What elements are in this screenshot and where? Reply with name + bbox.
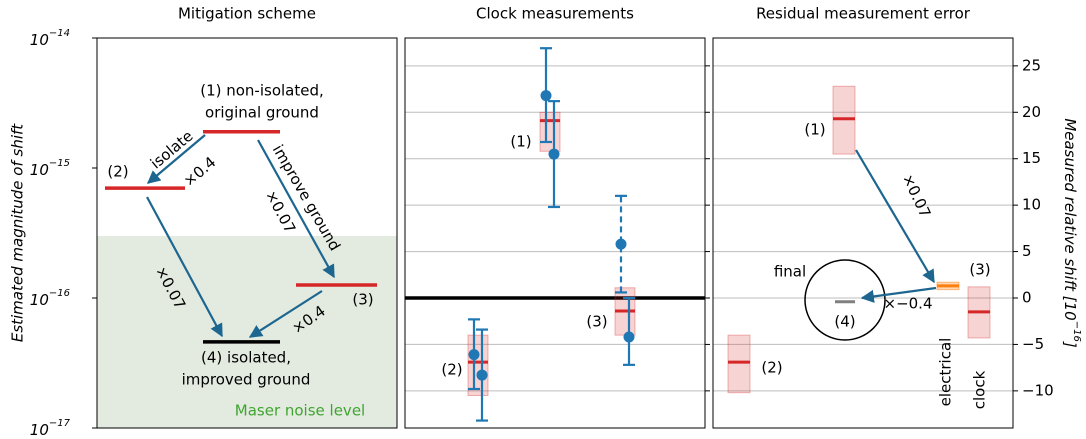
arrow bbox=[146, 196, 223, 338]
panel-frame bbox=[96, 37, 398, 429]
y-tick-label: 10 bbox=[1022, 196, 1041, 214]
final-circle bbox=[804, 259, 886, 341]
arrow bbox=[257, 139, 335, 279]
band bbox=[539, 111, 561, 152]
label-part: Measured relative shift [10 bbox=[1062, 118, 1080, 320]
band bbox=[727, 334, 751, 394]
group-label: (1) bbox=[510, 133, 531, 151]
point bbox=[623, 331, 635, 343]
item-label: (4) bbox=[834, 313, 855, 331]
tick-exponent: −17 bbox=[49, 418, 71, 429]
maser-shade bbox=[97, 235, 397, 428]
annotation: clock bbox=[971, 370, 989, 409]
point bbox=[540, 90, 552, 102]
level-label: (4) isolated, bbox=[201, 349, 291, 367]
y-tick-label: 10−17 bbox=[30, 418, 71, 439]
band bbox=[467, 334, 489, 396]
group-label: (3) bbox=[586, 313, 607, 331]
tick-base: 10 bbox=[30, 421, 49, 439]
annotation: electrical bbox=[937, 338, 955, 407]
y-tick-label: 25 bbox=[1022, 56, 1041, 74]
tick-base: 10 bbox=[30, 161, 49, 179]
y-tick-label: −10 bbox=[1022, 381, 1054, 399]
point bbox=[615, 238, 627, 250]
item-label: (1) bbox=[804, 121, 825, 139]
y-tick-label: 10−15 bbox=[30, 158, 70, 179]
y-tick-label: 10−16 bbox=[30, 288, 70, 309]
label-exponent: −16 bbox=[1071, 321, 1082, 342]
panel-title: Residual measurement error bbox=[756, 5, 971, 23]
y-tick-label: 20 bbox=[1022, 103, 1041, 121]
panel-title: Clock measurements bbox=[476, 5, 634, 23]
shade-label: Maser noise level bbox=[235, 402, 365, 420]
level-label: (2) bbox=[107, 163, 128, 181]
point bbox=[548, 148, 560, 160]
panel-frame bbox=[712, 37, 1014, 429]
y-axis-label: Measured relative shift [10−16] bbox=[1062, 118, 1083, 348]
arrow bbox=[146, 134, 206, 184]
group-label: (2) bbox=[441, 361, 462, 379]
y-tick-label: 5 bbox=[1022, 242, 1032, 260]
plot-layer: Maser noise level Mitigation scheme Estima… bbox=[9, 5, 1083, 439]
tick-exponent: −15 bbox=[49, 158, 70, 169]
arrow bbox=[860, 286, 937, 303]
y-tick-label: 10−14 bbox=[30, 28, 70, 49]
annotation: ×−0.4 bbox=[884, 295, 933, 313]
tick-base: 10 bbox=[30, 291, 49, 309]
label-part: ] bbox=[1062, 341, 1080, 348]
annotation: ×0.4 bbox=[180, 153, 219, 190]
tick-exponent: −14 bbox=[49, 28, 70, 39]
point bbox=[468, 349, 480, 361]
y-tick-label: 0 bbox=[1022, 289, 1032, 307]
arrow bbox=[248, 290, 323, 338]
y-axis-label: Estimated magnitude of shift bbox=[9, 123, 27, 342]
tick-exponent: −16 bbox=[49, 288, 70, 299]
y-tick-label: 15 bbox=[1022, 149, 1041, 167]
y-tick-label: −5 bbox=[1022, 335, 1044, 353]
arrow bbox=[855, 149, 935, 284]
tick-base: 10 bbox=[30, 31, 49, 49]
panel-title: Mitigation scheme bbox=[178, 5, 316, 23]
level-label: (3) bbox=[352, 291, 373, 309]
annotation: final bbox=[774, 263, 806, 281]
level-label: improved ground bbox=[182, 371, 311, 389]
item-label: (3) bbox=[969, 261, 990, 279]
item-label: (2) bbox=[761, 359, 782, 377]
annotation: ×0.07 bbox=[262, 187, 299, 236]
level-label: (1) non-isolated, bbox=[200, 82, 324, 100]
annotation: ×0.07 bbox=[899, 171, 935, 220]
panel-frame bbox=[404, 37, 706, 429]
point bbox=[476, 369, 488, 381]
level-label: original ground bbox=[205, 104, 319, 122]
